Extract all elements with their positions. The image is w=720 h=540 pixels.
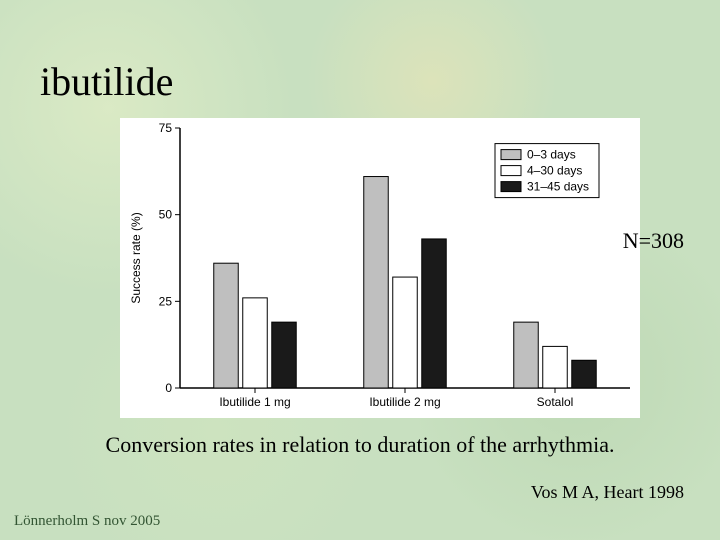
svg-text:31–45 days: 31–45 days [527,180,589,194]
chart-container: 0 25 50 75 Success rate (%) Ibutilide 1 mg Ibu… [120,118,640,418]
page-title: ibutilide [40,58,173,105]
svg-text:Success rate (%): Success rate (%) [129,212,143,303]
bar-chart: 0 25 50 75 Success rate (%) Ibutilide 1 mg Ibu… [120,118,640,418]
svg-text:4–30 days: 4–30 days [527,164,582,178]
svg-text:50: 50 [159,208,173,222]
svg-text:0–3 days: 0–3 days [527,148,576,162]
citation: Vos M A, Heart 1998 [531,482,684,503]
svg-text:Sotalol: Sotalol [537,395,574,409]
svg-text:Ibutilide 1 mg: Ibutilide 1 mg [219,395,290,409]
n-label: N=308 [623,228,684,254]
footer-author-date: Lönnerholm S nov 2005 [14,513,160,530]
caption: Conversion rates in relation to duration… [0,432,720,458]
svg-text:25: 25 [159,294,173,308]
svg-text:Ibutilide 2 mg: Ibutilide 2 mg [369,395,440,409]
svg-text:0: 0 [165,381,172,395]
svg-text:75: 75 [159,121,173,135]
